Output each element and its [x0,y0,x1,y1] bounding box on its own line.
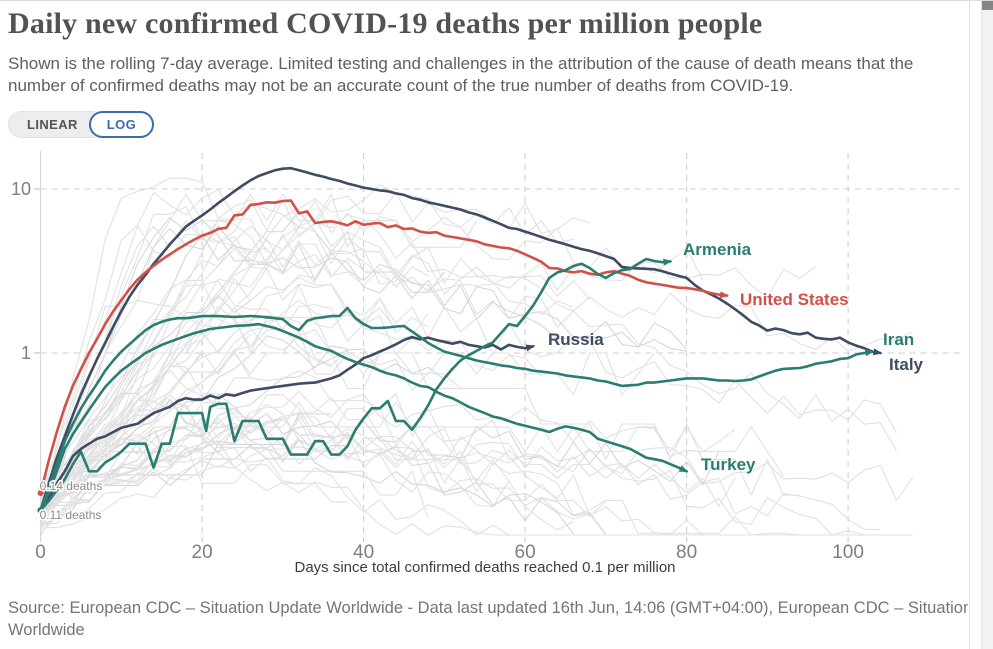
background-line [40,418,914,520]
background-line [40,394,736,507]
background-line [40,205,251,495]
background-line [40,277,897,511]
x-tick-label: 0 [35,542,46,563]
scale-toggle: LINEAR LOG [8,111,155,138]
page-title: Daily new confirmed COVID-19 deaths per … [8,7,763,40]
series-label-united-states[interactable]: United States [740,290,849,309]
x-tick-label: 100 [832,542,864,563]
page-subtitle: Shown is the rolling 7-day average. Limi… [8,54,914,95]
start-annotation: 0.11 deaths [40,508,102,522]
background-line [40,403,607,516]
series-label-turkey[interactable]: Turkey [701,455,756,474]
background-line [40,393,720,500]
background-line [40,396,752,536]
background-line [40,234,688,516]
linear-scale-button[interactable]: LINEAR [8,111,95,138]
log-scale-button[interactable]: LOG [88,111,155,138]
scrollbar-track[interactable] [981,1,993,649]
series-line-turkey[interactable] [39,322,689,512]
series-label-italy[interactable]: Italy [889,355,924,374]
background-line [40,377,251,528]
source-line-1: Source: European CDC – Situation Update … [8,599,968,617]
x-tick-label: 80 [676,542,697,563]
series-line-russia[interactable] [39,335,536,512]
x-tick-label: 40 [353,542,374,563]
x-tick-label: 20 [192,542,213,563]
source-footer: Source: European CDC – Situation Update … [8,598,968,642]
background-line [40,426,348,503]
background-line [40,418,800,536]
source-line-2: Worldwide [8,620,85,639]
background-line [40,392,268,495]
y-tick-label: 1 [21,343,31,363]
background-line [40,399,574,531]
background-line [40,316,800,531]
x-tick-label: 60 [515,542,536,563]
background-line [40,417,913,536]
start-annotation: 0.14 deaths [40,479,103,493]
series-line-armenia[interactable] [39,257,673,512]
background-line [40,439,316,501]
scrollbar-thumb[interactable] [982,1,993,10]
series-line-united-states[interactable] [39,199,729,495]
x-axis-title: Days since total confirmed deaths reache… [294,559,675,576]
background-country-lines [40,177,914,536]
series-line-iran[interactable] [39,306,875,512]
background-line [40,220,913,513]
series-label-russia[interactable]: Russia [548,330,604,349]
background-line [40,413,332,506]
background-line [40,225,897,501]
series-line-italy[interactable] [39,166,883,512]
background-line [40,427,574,535]
page-right-border [969,1,970,649]
y-tick-label: 10 [11,179,31,199]
series-start-dot-turkey [37,507,44,514]
series-start-dot-united-states [37,490,44,497]
background-line [40,193,478,513]
background-line [40,305,332,497]
background-line [40,218,574,526]
background-line [40,390,736,525]
background-line [40,279,461,522]
series-label-iran[interactable]: Iran [883,330,914,349]
series-label-armenia[interactable]: Armenia [683,240,752,259]
background-line [40,399,429,519]
